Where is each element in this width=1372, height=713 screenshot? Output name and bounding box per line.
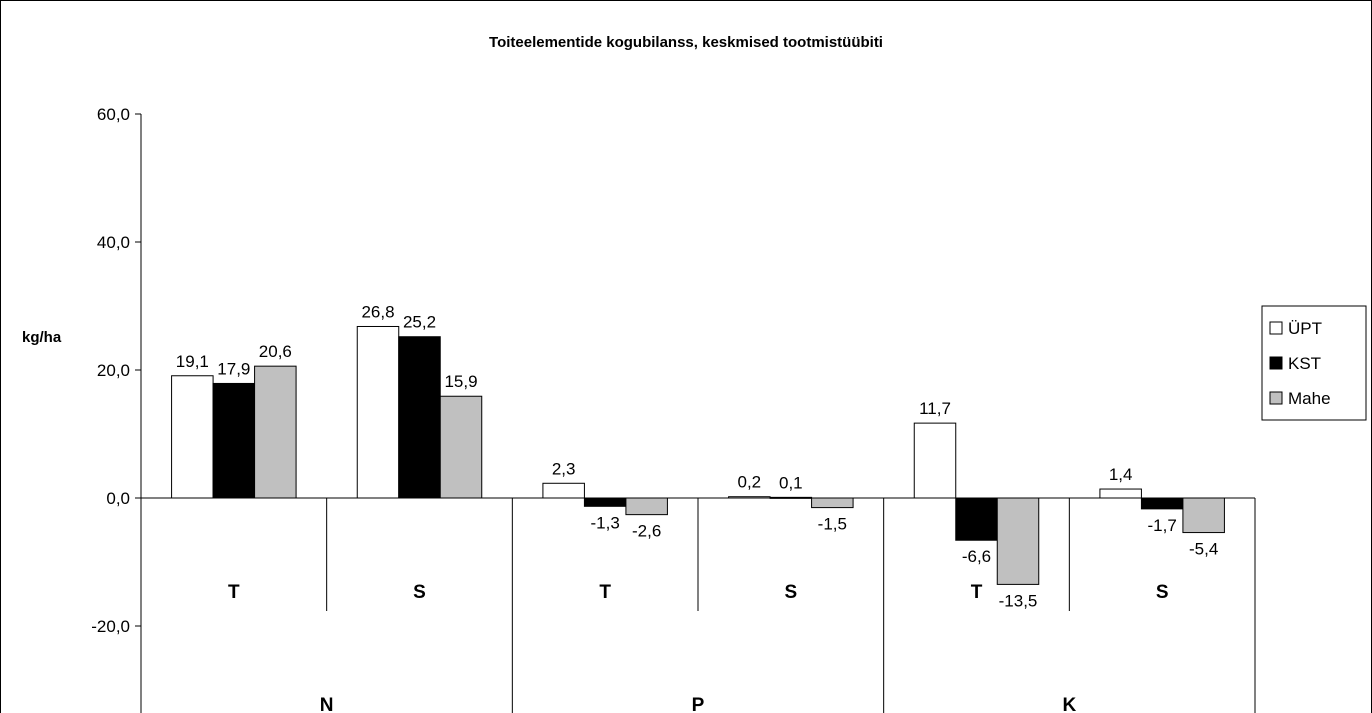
bar [171,375,214,499]
bar [254,365,297,499]
group-label: N [320,695,334,713]
bar [1182,497,1225,534]
y-tick-label: 0,0 [106,489,130,508]
data-label: 19,1 [176,352,209,371]
bar [439,395,483,499]
bar [955,497,998,541]
bar [583,497,627,507]
legend-entry: ÜPT [1288,319,1322,338]
bar [398,336,441,499]
group-label: P [692,695,705,713]
data-label: -1,3 [591,513,620,532]
legend-swatch [1269,321,1283,335]
legend-swatch [1269,356,1283,370]
data-label: -13,5 [999,591,1038,610]
y-tick-label: 60,0 [97,105,130,124]
legend-swatch [1269,391,1283,405]
y-tick-label: 40,0 [97,233,130,252]
legend-entry: Mahe [1288,389,1331,408]
y-tick-label: -20,0 [91,617,130,636]
data-label: -1,7 [1148,516,1177,535]
data-label: 0,1 [779,473,803,492]
bar [212,382,256,499]
group-label: K [1062,695,1076,713]
data-label: 15,9 [444,372,477,391]
subcategory-label: S [413,582,426,603]
bar [356,325,400,499]
subcategory-label: T [599,582,611,603]
subcategory-label: T [971,582,983,603]
data-label: -6,6 [962,547,991,566]
bar [1099,488,1142,499]
subcategory-label: S [1156,582,1169,603]
data-label: -2,6 [632,522,661,541]
subcategory-label: T [228,582,240,603]
bar [542,482,585,499]
data-label: 25,2 [403,313,436,332]
y-axis-label: kg/ha [22,329,62,346]
plot-area: -20,0 0,0 20,0 40,0 60,0 19,1 17,9 20,6 26,8 25,2… [91,105,1256,713]
chart-title: Toiteelementide kogubilanss, keskmised t… [489,34,883,51]
bar [1140,497,1184,510]
data-label: 17,9 [217,359,250,378]
data-label: 2,3 [552,459,576,478]
data-label: 20,6 [259,342,292,361]
y-tick-label: 20,0 [97,361,130,380]
legend: ÜPT KST Mahe [1261,305,1367,421]
data-label: -5,4 [1189,540,1218,559]
data-label: 11,7 [919,399,951,418]
bar [811,497,854,509]
subcategory-label: S [784,582,797,603]
bar [996,497,1040,585]
bar [625,497,668,516]
data-label: -1,5 [818,515,847,534]
data-label: 1,4 [1109,465,1133,484]
data-label: 26,8 [361,302,394,321]
bar [913,422,957,499]
legend-entry: KST [1288,354,1321,373]
data-label: 0,2 [738,473,762,492]
